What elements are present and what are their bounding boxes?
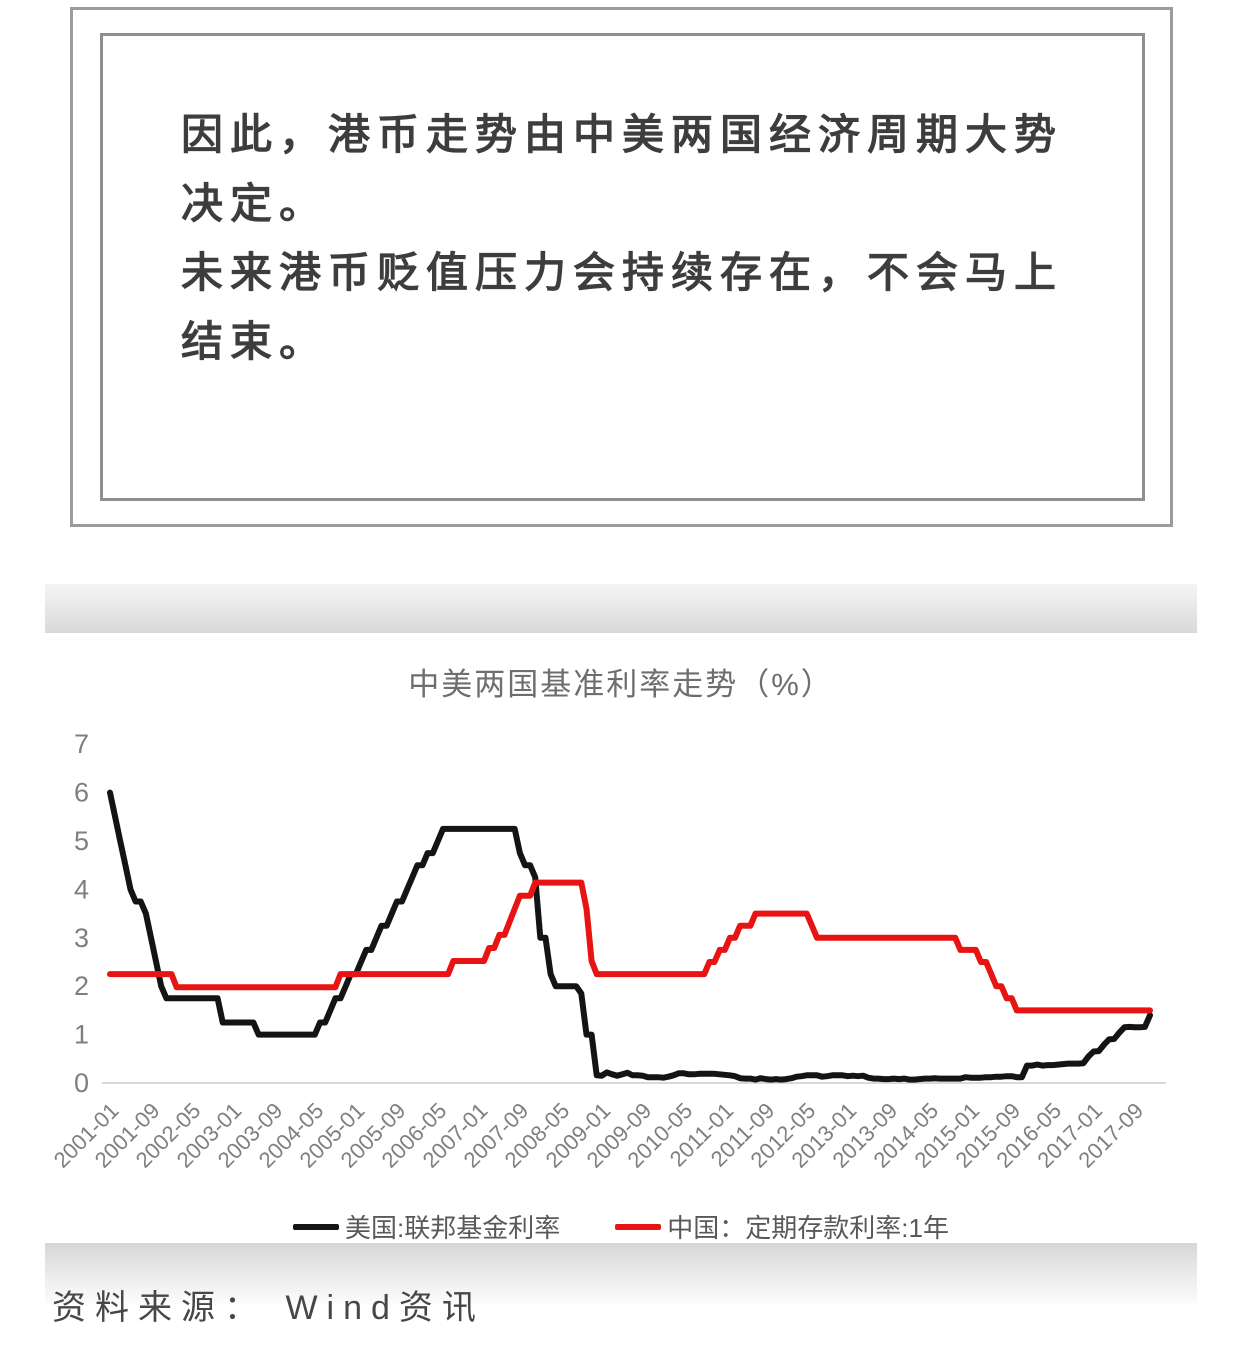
y-tick-label: 6 [74, 778, 89, 808]
china-deposit-rate-line [107, 879, 1153, 1014]
data-source-text: 资料来源： Wind资讯 [52, 1289, 485, 1327]
china-line-swatch [615, 1223, 662, 1230]
y-tick-label: 1 [74, 1020, 89, 1050]
quote-outer-frame: 因此，港币走势由中美两国经济周期大势决定。 未来港币贬值压力会持续存在，不会马上… [70, 7, 1173, 527]
chart-title: 中美两国基准利率走势（%） [408, 667, 834, 702]
quote-paragraph-1: 因此，港币走势由中美两国经济周期大势决定。 [181, 111, 1064, 227]
legend-item-china: 中国：定期存款利率:1年 [615, 1208, 949, 1245]
chart-legend: 美国:联邦基金利率 中国：定期存款利率:1年 [45, 1208, 1197, 1245]
y-tick-label: 4 [74, 874, 89, 904]
y-tick-label: 5 [74, 826, 89, 856]
y-tick-label: 2 [74, 971, 89, 1001]
legend-label-us: 美国:联邦基金利率 [345, 1213, 561, 1243]
us-line-swatch [293, 1223, 340, 1230]
legend-label-china: 中国：定期存款利率:1年 [667, 1213, 949, 1243]
y-tick-label: 3 [74, 923, 89, 953]
section-divider-top [45, 584, 1197, 633]
quote-inner-frame: 因此，港币走势由中美两国经济周期大势决定。 未来港币贬值压力会持续存在，不会马上… [100, 33, 1145, 501]
quote-paragraph-2: 未来港币贬值压力会持续存在，不会马上结束。 [181, 249, 1064, 365]
section-divider-bottom [45, 1243, 1197, 1305]
chart-card: 中美两国基准利率走势（%） 0 1 2 3 4 5 6 7 2001-01 2001-09 2002… [45, 633, 1197, 1243]
us-fed-funds-line [107, 789, 1153, 1083]
y-tick-label: 7 [74, 729, 89, 759]
rate-chart-svg: 012345672001-012001-092002-052003-012003… [49, 729, 1166, 1173]
legend-item-us: 美国:联邦基金利率 [293, 1208, 560, 1245]
y-tick-label: 0 [74, 1068, 89, 1098]
